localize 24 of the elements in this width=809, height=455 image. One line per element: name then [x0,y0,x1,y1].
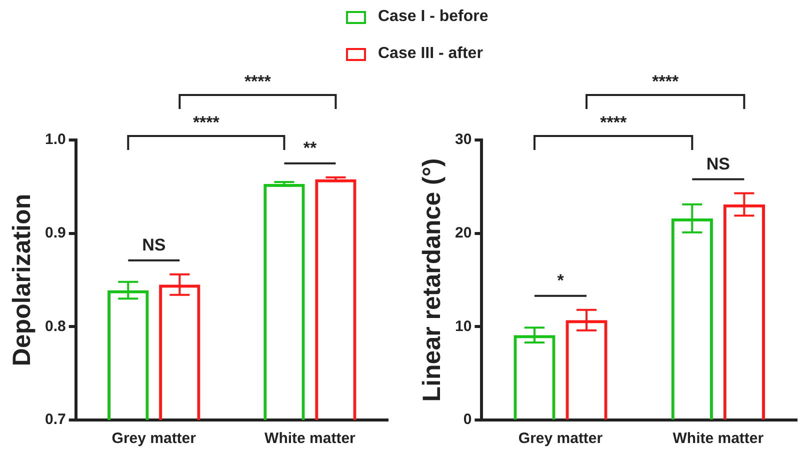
y-tick-label: 0.9 [44,224,66,242]
annotation: NS [706,154,730,174]
text: **** [600,113,627,132]
x-tick-label: White matter [672,430,764,448]
text: **** [244,72,272,92]
y-tick-label: 30 [454,131,472,148]
y-axis-title: Linear retardance (°) [418,158,446,402]
x-tick-label: Grey matter [112,430,196,448]
x-tick-label: Grey matter [518,430,603,448]
text: **** [652,72,679,92]
y-tick-label: 0.8 [44,318,66,335]
y-tick-label: 0.7 [44,411,66,428]
y-tick-label: 0 [463,411,472,428]
annotation: * [557,271,564,290]
y-tick-label: 10 [454,318,472,335]
x-tick-label: White matter [264,430,356,448]
legend-label: Case I - before [378,8,488,26]
y-axis-title: Depolarization [8,194,36,366]
y-tick-label: 1.0 [44,131,66,148]
annotation: NS [142,236,166,255]
legend-label: Case III - after [378,45,483,63]
y-tick-label: 20 [454,224,472,242]
annotation: ** [303,138,317,158]
text: **** [192,113,220,132]
